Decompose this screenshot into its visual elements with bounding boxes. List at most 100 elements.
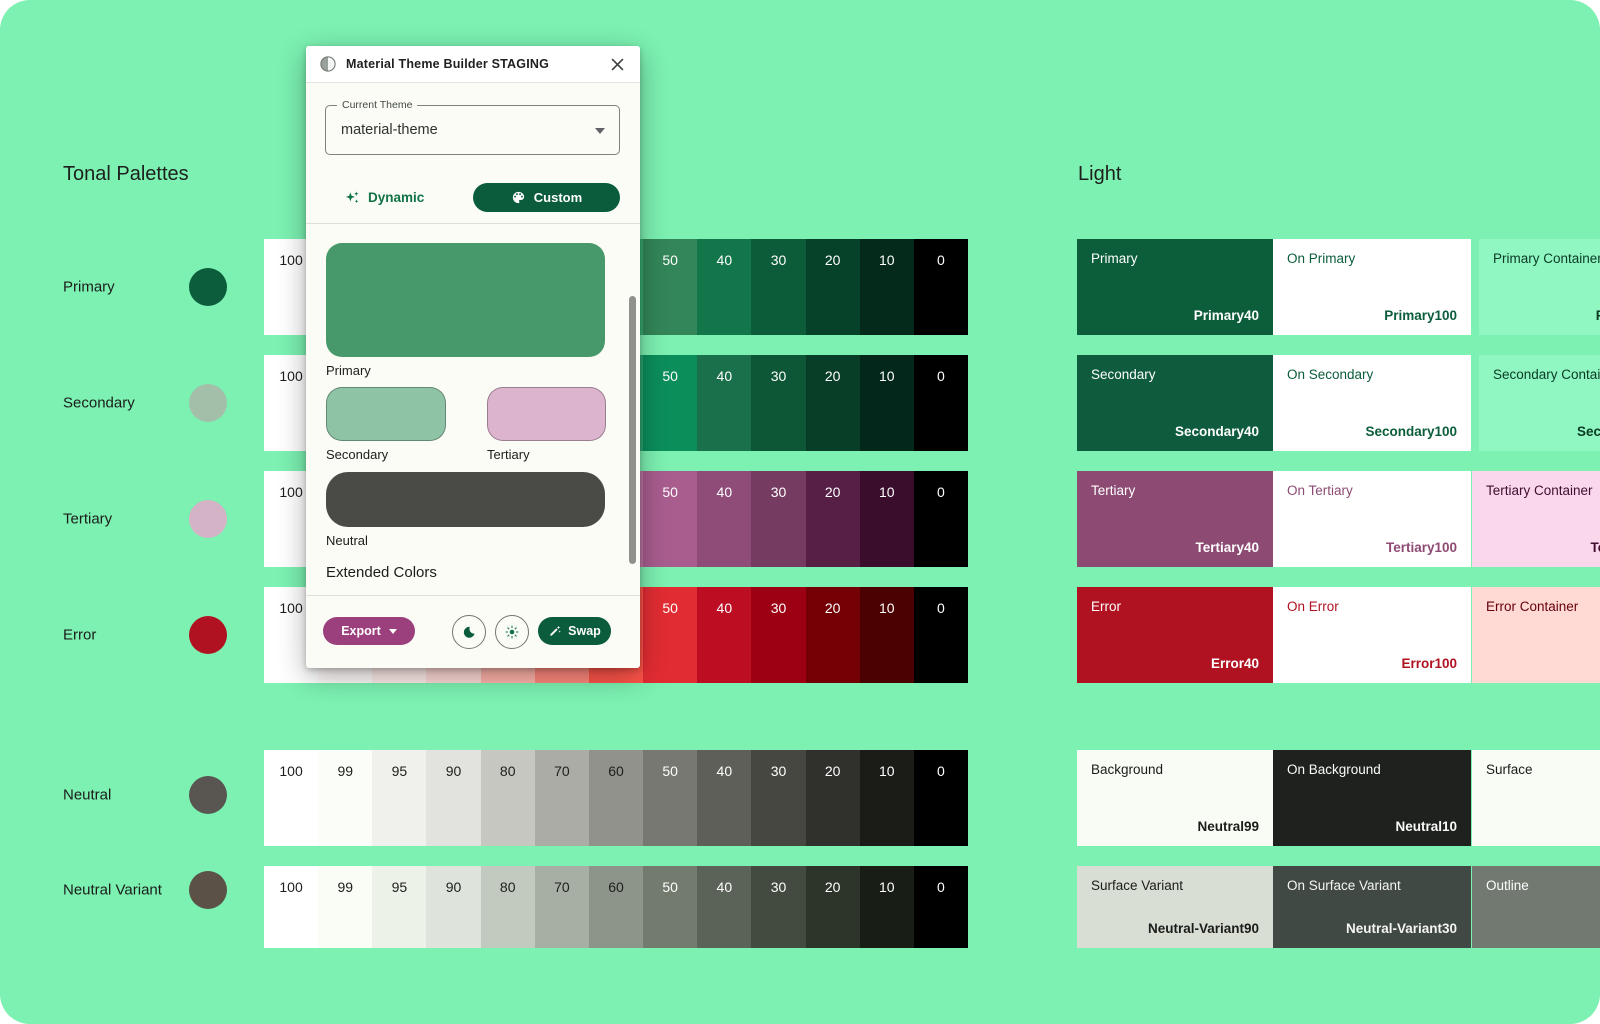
tone-cell: 99 [318, 750, 373, 846]
palette-color-dot [189, 776, 227, 814]
tone-cell: 30 [751, 866, 806, 948]
tone-cell: 60 [588, 750, 644, 846]
scheme-cell-tone: Error40 [1210, 656, 1259, 671]
sun-icon [505, 625, 519, 639]
tab-dynamic-label: Dynamic [368, 190, 425, 205]
scheme-cell-tone: Tertiary100 [1385, 540, 1457, 555]
scheme-cell-title: Secondary [1091, 367, 1156, 382]
core-color-neutral-label: Neutral [326, 533, 368, 548]
divider [306, 595, 640, 596]
scheme-cell: Error Error40 [1077, 587, 1273, 683]
tone-cell: 40 [697, 355, 752, 451]
tab-custom[interactable]: Custom [473, 183, 620, 212]
scheme-cell: Primary Container Primary90 [1479, 239, 1600, 335]
core-color-secondary-card[interactable] [326, 387, 446, 441]
tab-custom-label: Custom [533, 190, 583, 205]
scheme-cell: On Secondary Secondary100 [1273, 355, 1471, 451]
tone-cell: 60 [588, 866, 644, 948]
tone-cell: 40 [697, 866, 752, 948]
tone-cell: 50 [643, 866, 698, 948]
palette-icon [512, 191, 524, 204]
tone-cell: 10 [859, 355, 914, 451]
scheme-cell-title: On Error [1287, 599, 1339, 614]
tone-cell: 10 [859, 239, 914, 335]
palette-row-label: Error [63, 626, 97, 644]
scheme-cell-title: Tertiary Container [1486, 483, 1593, 498]
tone-cell: 0 [913, 471, 969, 567]
scheme-cell-title: Error [1091, 599, 1121, 614]
tone-cell: 10 [859, 866, 914, 948]
tone-cell: 50 [643, 471, 698, 567]
light-mode-button[interactable] [495, 615, 529, 649]
scheme-cell-tone: Tertiary90 [1590, 540, 1600, 555]
scheme-cell-title: Background [1091, 762, 1164, 777]
scheme-cell-tone: Tertiary40 [1195, 540, 1259, 555]
scheme-cell-tone: Secondary40 [1174, 424, 1259, 439]
export-button[interactable]: Export [323, 617, 415, 645]
tone-cell: 20 [805, 750, 860, 846]
tone-cell: 40 [697, 239, 752, 335]
tone-cell: 90 [426, 750, 481, 846]
palette-row-label: Tertiary [63, 510, 113, 528]
dialog-scrollbar[interactable] [629, 296, 636, 564]
material-theme-builder-dialog: Material Theme Builder STAGING Current T… [306, 46, 640, 668]
scheme-cell-tone: Error100 [1401, 656, 1457, 671]
tone-cell: 20 [805, 471, 860, 567]
scheme-cell: On Background Neutral10 [1273, 750, 1471, 846]
tone-cell: 10 [859, 471, 914, 567]
scheme-cell-title: On Background [1287, 762, 1381, 777]
tone-cell: 50 [643, 239, 698, 335]
tone-cell: 30 [751, 750, 806, 846]
swap-button[interactable]: Swap [538, 617, 611, 645]
core-color-neutral-card[interactable] [326, 472, 605, 527]
tone-cell: 95 [372, 866, 427, 948]
tone-cell: 0 [913, 355, 969, 451]
close-icon[interactable] [607, 54, 627, 74]
swap-button-label: Swap [568, 624, 601, 638]
dialog-header: Material Theme Builder STAGING [306, 46, 640, 83]
scheme-cell-title: Primary Container [1493, 251, 1600, 266]
tone-cell: 70 [534, 866, 589, 948]
core-color-tertiary-card[interactable] [487, 387, 606, 441]
tone-cell: 50 [643, 355, 698, 451]
scheme-cell: Tertiary Container Tertiary90 [1472, 471, 1600, 567]
tone-cell: 90 [426, 866, 481, 948]
dark-mode-button[interactable] [452, 615, 486, 649]
scheme-cell-title: Surface Variant [1091, 878, 1184, 893]
tone-cell: 20 [805, 866, 860, 948]
scheme-cell-title: Error Container [1486, 599, 1579, 614]
tone-cell: 10 [859, 750, 914, 846]
tab-dynamic[interactable]: Dynamic [344, 183, 424, 212]
scheme-cell-tone: Primary90 [1596, 308, 1600, 323]
scheme-cell: Secondary Container Secondary90 [1479, 355, 1600, 451]
chevron-down-icon [388, 628, 397, 634]
scheme-cell-tone: Primary100 [1384, 308, 1457, 323]
current-theme-label: Current Theme [337, 99, 418, 111]
moon-icon [463, 626, 475, 638]
magic-wand-icon [550, 625, 562, 636]
tone-cell: 0 [913, 750, 969, 846]
palette-color-dot [189, 616, 227, 654]
tone-cell: 30 [751, 355, 806, 451]
scheme-cell: On Primary Primary100 [1273, 239, 1471, 335]
scheme-cell-title: On Tertiary [1287, 483, 1353, 498]
current-theme-select[interactable]: Current Theme material-theme [325, 99, 620, 155]
scheme-cell: Primary Primary40 [1077, 239, 1273, 335]
core-color-primary-card[interactable] [326, 243, 605, 357]
scheme-cell: Surface Variant Neutral-Variant90 [1077, 866, 1273, 948]
core-color-secondary-label: Secondary [326, 447, 389, 462]
light-scheme-heading: Light [1078, 163, 1122, 185]
scheme-cell-title: Surface [1486, 762, 1533, 777]
scheme-cell: Secondary Secondary40 [1077, 355, 1273, 451]
palette-row-label: Primary [63, 278, 115, 296]
chevron-down-icon [595, 128, 605, 134]
sparkle-icon [345, 191, 359, 204]
divider [306, 223, 640, 224]
scheme-cell: On Tertiary Tertiary100 [1273, 471, 1471, 567]
tone-cell: 50 [643, 587, 698, 683]
current-theme-value: material-theme [341, 122, 438, 138]
tone-cell: 70 [534, 750, 589, 846]
scheme-cell-title: Primary [1091, 251, 1138, 266]
